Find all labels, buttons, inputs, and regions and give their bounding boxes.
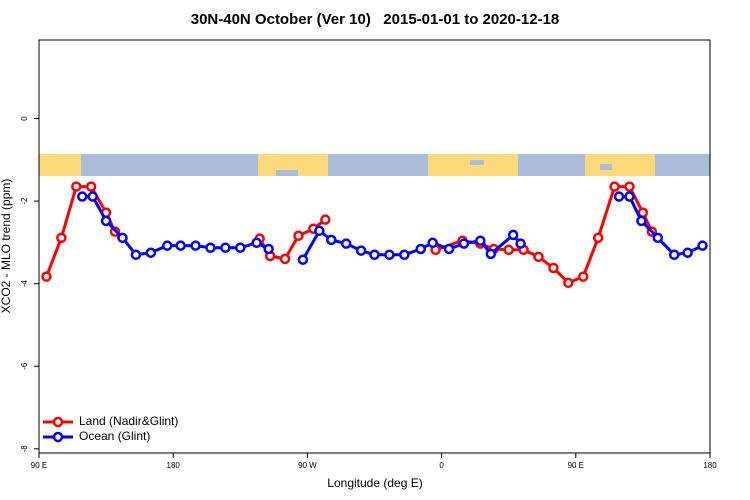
- data-point: [624, 181, 635, 192]
- legend-item: Land (Nadir&Glint): [43, 414, 178, 428]
- data-point: [355, 245, 367, 256]
- data-point: [652, 232, 664, 244]
- y-tick-label: -4: [20, 280, 29, 288]
- data-point: [613, 191, 625, 202]
- x-tick-label: 90 E: [31, 461, 47, 470]
- y-tick-label: -2: [20, 197, 29, 205]
- legend-label: Land (Nadir&Glint): [79, 414, 178, 428]
- data-point: [76, 191, 88, 202]
- legend-marker: [52, 416, 64, 428]
- data-point: [384, 249, 395, 261]
- data-point: [340, 238, 352, 249]
- data-point: [263, 243, 274, 255]
- x-tick-label: 180: [703, 461, 717, 470]
- x-tick-label: 90 W: [298, 461, 317, 470]
- chart-title: 30N-40N October (Ver 10) 2015-01-01 to 2…: [191, 11, 560, 28]
- y-axis-label: XCO2 - MLO trend (ppm): [0, 179, 13, 314]
- map-strip: [39, 154, 710, 176]
- data-point: [87, 191, 98, 202]
- data-point: [636, 215, 647, 227]
- data-point: [100, 215, 112, 227]
- data-point: [563, 277, 574, 289]
- data-point: [624, 191, 635, 202]
- data-point: [320, 214, 331, 225]
- data-point: [161, 240, 173, 251]
- data-point: [293, 230, 304, 242]
- data-point: [279, 253, 291, 265]
- data-point: [475, 235, 486, 246]
- data-point: [427, 237, 438, 249]
- data-point: [56, 232, 67, 244]
- data-point: [130, 249, 142, 261]
- y-tick-label: 0: [20, 116, 29, 121]
- x-axis-label: Longitude (deg E): [327, 476, 422, 490]
- data-point: [458, 238, 470, 249]
- data-point: [415, 243, 426, 255]
- legend-item: Ocean (Glint): [43, 429, 150, 443]
- data-point: [578, 271, 589, 282]
- data-point: [297, 254, 309, 265]
- data-point: [175, 240, 186, 251]
- data-point: [190, 240, 201, 251]
- data-point: [71, 181, 82, 192]
- x-tick-label: 180: [167, 461, 181, 470]
- data-point: [507, 229, 519, 241]
- data-point: [485, 248, 497, 260]
- data-point: [515, 238, 526, 249]
- data-point: [682, 247, 693, 258]
- data-point: [41, 271, 52, 282]
- y-tick-label: -8: [20, 445, 29, 453]
- x-tick-label: 90 E: [568, 461, 584, 470]
- y-tick-label: -6: [20, 362, 29, 370]
- data-point: [697, 240, 708, 251]
- data-point: [533, 251, 544, 263]
- data-point: [443, 243, 455, 255]
- x-tick-label: 0: [439, 461, 444, 470]
- data-point: [668, 249, 680, 261]
- data-point: [85, 181, 97, 192]
- series-line: [45, 185, 654, 285]
- data-point: [609, 181, 620, 192]
- data-point: [220, 242, 231, 253]
- data-point: [205, 242, 216, 253]
- data-point: [548, 262, 559, 274]
- data-point: [326, 234, 337, 246]
- data-point: [399, 249, 410, 261]
- data-point: [251, 237, 262, 249]
- data-point: [314, 225, 325, 237]
- plot-frame: [38, 39, 711, 454]
- data-point: [592, 232, 604, 244]
- data-point: [117, 232, 128, 244]
- data-point: [235, 242, 246, 253]
- data-point: [369, 249, 380, 261]
- data-point: [503, 244, 514, 256]
- data-point: [145, 247, 157, 258]
- legend-marker: [52, 431, 64, 443]
- legend-label: Ocean (Glint): [79, 429, 150, 443]
